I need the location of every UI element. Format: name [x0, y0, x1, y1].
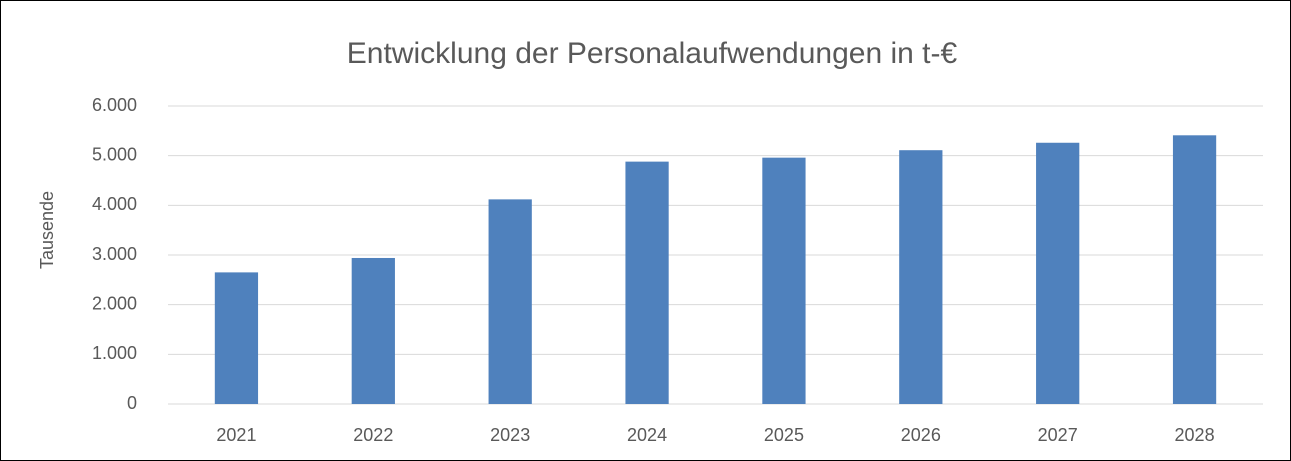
bar: [351, 257, 395, 404]
y-tick-label: 0: [127, 393, 137, 413]
x-tick-label: 2022: [353, 425, 393, 445]
bar: [488, 199, 532, 404]
y-tick-label: 3.000: [92, 244, 137, 264]
y-axis-label: Tausende: [37, 191, 57, 269]
chart-title: Entwicklung der Personalaufwendungen in …: [347, 37, 958, 70]
bar: [1036, 142, 1080, 404]
y-tick-label: 6.000: [92, 95, 137, 115]
y-tick-label: 5.000: [92, 144, 137, 164]
x-tick-label: 2028: [1175, 425, 1215, 445]
y-tick-label: 2.000: [92, 293, 137, 313]
x-tick-label: 2026: [901, 425, 941, 445]
x-tick-label: 2021: [216, 425, 256, 445]
y-tick-label: 1.000: [92, 343, 137, 363]
x-tick-label: 2024: [627, 425, 667, 445]
bar: [1172, 135, 1217, 404]
x-tick-label: 2023: [490, 425, 530, 445]
bar: [214, 272, 259, 404]
bar: [899, 150, 943, 404]
x-tick-label: 2025: [764, 425, 804, 445]
bar: [762, 157, 806, 404]
bar: [625, 161, 669, 404]
y-tick-label: 4.000: [92, 194, 137, 214]
x-tick-label: 2027: [1038, 425, 1078, 445]
